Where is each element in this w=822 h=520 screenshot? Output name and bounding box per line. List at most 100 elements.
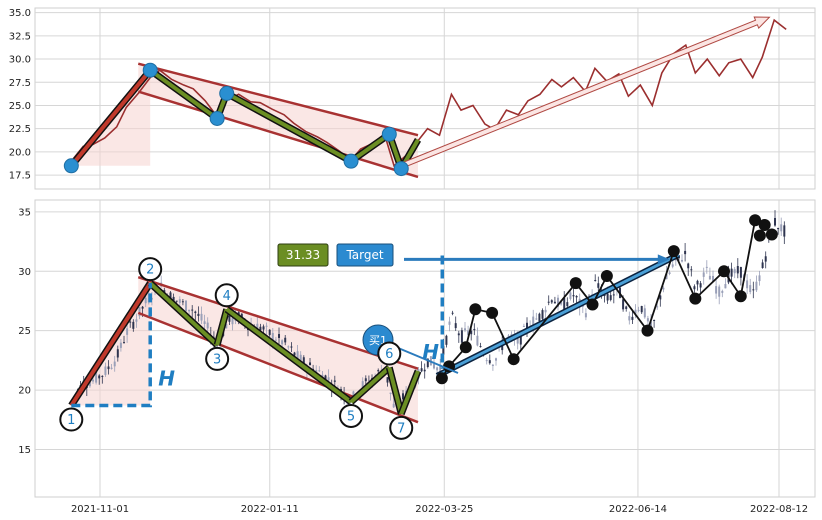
candle-body (761, 262, 764, 268)
candle-body (665, 274, 668, 280)
candle-body (656, 306, 659, 308)
top-projection-arrow-shape (399, 16, 771, 169)
candle-body (457, 333, 460, 336)
candle-body (631, 316, 634, 320)
candle-body (659, 295, 662, 300)
swing-point (758, 218, 771, 231)
candle-body (479, 346, 482, 348)
candle-body (445, 335, 448, 345)
candle-body (265, 325, 268, 327)
bottom-flag-leg (215, 308, 229, 346)
candle-body (594, 280, 597, 282)
swing-point (718, 265, 731, 278)
top-pattern-point (381, 126, 397, 142)
rise-line (436, 253, 680, 378)
top-pattern-point (393, 161, 409, 177)
candle-body (138, 307, 141, 317)
candle-body (352, 391, 355, 397)
candle-body (693, 286, 696, 290)
top-ytick-label: 22.5 (9, 124, 31, 135)
candle-body (433, 364, 436, 369)
candle-body (132, 321, 135, 329)
candle-body (569, 292, 572, 299)
candle-body (557, 297, 560, 308)
top-panel-frame (34, 7, 816, 190)
candle-body (377, 370, 380, 372)
candle-body (259, 326, 262, 331)
bottom-xtick-label: 2022-01-11 (241, 504, 299, 515)
swing-point (435, 372, 448, 385)
candle-body (188, 309, 191, 312)
bottom-flag-leg (225, 307, 353, 404)
candle-body (361, 381, 364, 388)
top-pattern-point (209, 110, 225, 126)
candle-body (423, 369, 426, 372)
candle-body (712, 275, 715, 283)
candle-body (271, 332, 274, 341)
swing-point (749, 214, 762, 227)
top-flag-leg (225, 91, 352, 163)
candle-body (101, 375, 104, 377)
bottom-flag-leg (349, 366, 391, 404)
candle-body (634, 309, 637, 314)
candle-body (327, 377, 330, 381)
bottom-ytick-label: 35 (18, 207, 31, 218)
bottom-pole-line (69, 282, 152, 407)
top-ytick-label: 25.0 (9, 101, 31, 112)
bottom-flag-leg (148, 281, 219, 347)
candle-body (495, 358, 498, 361)
h-measure-pole (71, 283, 152, 408)
bottom-flag-leg (387, 367, 404, 415)
candle-body (646, 318, 649, 322)
candle-body (197, 313, 200, 316)
bottom-ytick-label: 25 (18, 326, 31, 337)
candle-body (110, 367, 113, 369)
candle-body (113, 361, 116, 367)
candle-body (175, 300, 178, 302)
top-ytick-label: 30.0 (9, 55, 31, 66)
top-flag-leg (349, 132, 391, 163)
top-ytick-label: 35.0 (9, 8, 31, 19)
candle-body (668, 272, 671, 274)
candle-body (535, 318, 538, 320)
candle-body (225, 324, 228, 329)
candle-body (687, 263, 690, 269)
candle-body (386, 377, 389, 383)
candle-body (516, 337, 519, 344)
candle-body (718, 286, 721, 297)
pattern-point-label: 7 (397, 421, 405, 436)
top-pattern-point (63, 158, 79, 174)
top-projection-arrow (399, 16, 771, 169)
candle-body (538, 313, 541, 322)
candle-body (436, 367, 439, 371)
swing-point (641, 324, 654, 337)
pattern-point-label: 5 (347, 409, 355, 424)
candle-body (522, 325, 525, 327)
pattern-point-label: 3 (213, 352, 221, 367)
swing-point (667, 245, 680, 258)
target-label: Target (345, 248, 383, 262)
candle-body (736, 266, 739, 274)
candle-body (622, 299, 625, 310)
candle-body (129, 321, 132, 323)
candle-body (752, 289, 755, 291)
top-ytick-label: 32.5 (9, 31, 31, 42)
candle-body (702, 272, 705, 277)
candle-body (126, 328, 129, 335)
swing-point (734, 290, 747, 303)
candle-body (402, 393, 405, 400)
candle-body (228, 315, 231, 322)
candle-body (268, 329, 271, 335)
top-pattern-point (343, 153, 359, 169)
swing-point (507, 353, 520, 366)
candle-body (532, 316, 535, 327)
pattern-point-marker (205, 346, 230, 371)
candle-body (473, 328, 476, 331)
candle-body (526, 322, 529, 330)
candle-body (309, 362, 312, 366)
candle-body (231, 318, 234, 325)
swing-point (443, 360, 456, 373)
swing-point (486, 306, 499, 319)
top-flag-leg (149, 68, 219, 121)
candle-body (746, 280, 749, 289)
